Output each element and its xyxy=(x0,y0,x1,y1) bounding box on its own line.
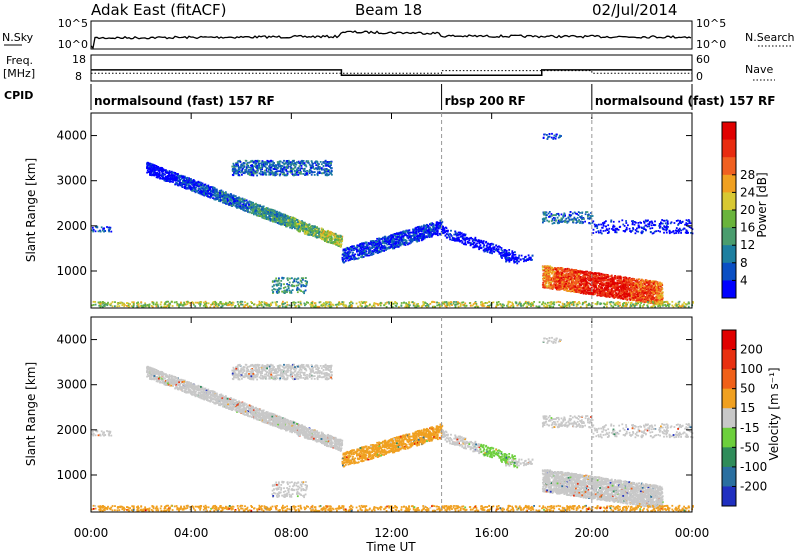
colorbar-tick-label: 12 xyxy=(740,238,755,252)
nsky-label: N.Sky xyxy=(2,31,34,44)
velocity-scatter xyxy=(91,336,694,512)
cpid-label: CPID xyxy=(4,89,33,102)
power-panel: 1000 2000 3000 4000 Slant Range [km] 4 8 12 16… xyxy=(24,112,769,309)
cpid-segment-label: rbsp 200 RF xyxy=(445,94,526,108)
colorbar-swatch xyxy=(722,466,736,487)
noise-tick-bottom-left: 10^0 xyxy=(58,38,88,51)
colorbar-swatch xyxy=(722,388,736,409)
colorbar-swatch xyxy=(722,280,736,299)
colorbar-swatch xyxy=(722,245,736,264)
colorbar-tick-label: -50 xyxy=(740,440,760,454)
colorbar-swatch xyxy=(722,447,736,468)
x-axis-label: Time UT xyxy=(365,540,416,554)
colorbar-swatch xyxy=(722,349,736,370)
cpid-segment-label: normalsound (fast) 157 RF xyxy=(595,94,776,108)
y-tick-label: 3000 xyxy=(56,378,87,392)
y-tick-label: 1000 xyxy=(56,468,87,482)
colorbar-swatch xyxy=(722,486,736,507)
colorbar-tick-label: -200 xyxy=(740,479,767,493)
radar-title: Adak East (fitACF) xyxy=(91,1,226,19)
colorbar-tick-label: -15 xyxy=(740,421,760,435)
velocity-colorbar: 200 100 50 15 -15 -50 -100 -200 xyxy=(721,329,767,507)
colorbar-tick-label: 100 xyxy=(740,362,763,376)
colorbar-swatch xyxy=(722,157,736,176)
noise-sky-line xyxy=(90,30,692,50)
velocity-ylabel: Slant Range [km] xyxy=(24,362,38,466)
y-tick-label: 4000 xyxy=(56,333,87,347)
nave-line xyxy=(91,70,692,74)
nave-tick-top: 60 xyxy=(696,53,710,66)
noise-tick-top-right: 10^5 xyxy=(696,17,726,30)
colorbar-tick-label: 200 xyxy=(740,343,763,357)
x-tick-label: 04:00 xyxy=(174,526,209,540)
colorbar-tick-label: 24 xyxy=(740,185,755,199)
x-tick-label: 08:00 xyxy=(274,526,309,540)
x-tick-label: 16:00 xyxy=(474,526,509,540)
frequency-line xyxy=(91,69,692,77)
colorbar-tick-label: -100 xyxy=(740,460,767,474)
cpid-panel: CPID normalsound (fast) 157 RF rbsp 200 R… xyxy=(4,84,776,110)
x-tick-label: 20:00 xyxy=(575,526,610,540)
colorbar-swatch xyxy=(722,427,736,448)
power-colorbar: 4 8 12 16 20 24 28 xyxy=(721,121,755,299)
noise-tick-top-left: 10^5 xyxy=(58,17,88,30)
nave-label: Nave xyxy=(745,63,773,76)
freq-tick-top: 18 xyxy=(72,53,86,66)
colorbar-swatch xyxy=(722,262,736,281)
colorbar-swatch xyxy=(722,174,736,193)
colorbar-swatch xyxy=(722,210,736,229)
freq-panel: Freq. [MHz] 18 8 60 0 Nave xyxy=(3,53,775,83)
power-scatter xyxy=(91,132,694,308)
colorbar-tick-label: 15 xyxy=(740,401,755,415)
x-tick-label: 00:00 xyxy=(74,526,109,540)
velocity-colorbar-label: Velocity [m s⁻¹] xyxy=(767,367,781,460)
y-tick-label: 4000 xyxy=(56,129,87,143)
colorbar-swatch xyxy=(722,330,736,351)
x-tick-label: 12:00 xyxy=(374,526,409,540)
noise-tick-bottom-right: 10^0 xyxy=(696,38,726,51)
nave-tick-bottom: 0 xyxy=(696,70,703,83)
y-tick-label: 1000 xyxy=(56,264,87,278)
power-ylabel: Slant Range [km] xyxy=(24,158,38,262)
y-tick-label: 3000 xyxy=(56,174,87,188)
freq-unit: [MHz] xyxy=(3,67,35,80)
velocity-panel: 1000 2000 3000 4000 Slant Range [km] 200 100… xyxy=(24,113,781,554)
colorbar-tick-label: 20 xyxy=(740,203,755,217)
colorbar-swatch xyxy=(722,192,736,211)
noise-panel: N.Sky 10^5 10^0 10^5 10^0 N.Search xyxy=(2,17,795,51)
colorbar-swatch xyxy=(722,408,736,429)
colorbar-swatch xyxy=(722,139,736,158)
freq-tick-bottom: 8 xyxy=(75,70,82,83)
cpid-boundaries xyxy=(441,113,593,512)
colorbar-tick-label: 28 xyxy=(740,168,755,182)
date-label: 02/Jul/2014 xyxy=(592,1,677,19)
freq-label: Freq. xyxy=(6,54,33,67)
colorbar-tick-label: 4 xyxy=(740,273,748,287)
colorbar-tick-label: 16 xyxy=(740,221,755,235)
cpid-segment-label: normalsound (fast) 157 RF xyxy=(94,94,275,108)
colorbar-swatch xyxy=(722,122,736,141)
y-tick-label: 2000 xyxy=(56,219,87,233)
colorbar-tick-label: 50 xyxy=(740,382,755,396)
colorbar-swatch xyxy=(722,369,736,390)
power-colorbar-label: Power [dB] xyxy=(755,172,769,237)
colorbar-tick-label: 8 xyxy=(740,256,748,270)
x-tick-label: 00:00 xyxy=(675,526,710,540)
y-tick-label: 2000 xyxy=(56,423,87,437)
nsearch-label: N.Search xyxy=(745,31,795,44)
beam-label: Beam 18 xyxy=(355,1,422,19)
colorbar-swatch xyxy=(722,227,736,246)
